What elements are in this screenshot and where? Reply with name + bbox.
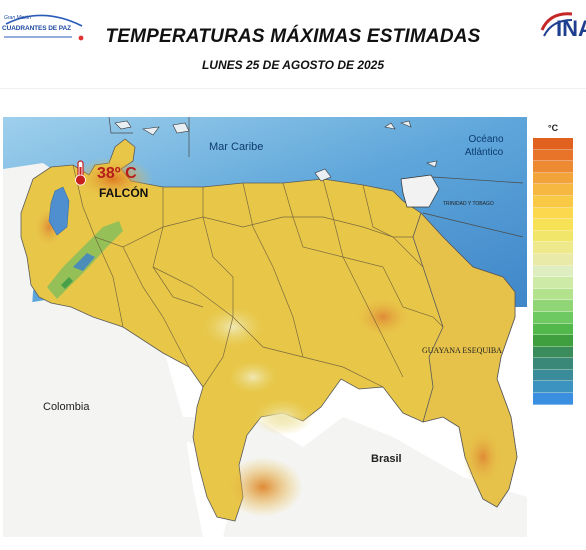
page-title: TEMPERATURAS MÁXIMAS ESTIMADAS (105, 26, 481, 47)
label-trinidad: TRINIDAD Y TOBAGO (443, 201, 494, 207)
legend-swatch (533, 138, 573, 150)
label-oceano: Océano (468, 134, 504, 145)
legend-swatch (533, 161, 573, 173)
legend-swatch (533, 288, 573, 301)
legend-swatch (533, 358, 573, 370)
legend-swatch (533, 149, 573, 162)
legend-swatch (533, 242, 573, 254)
map-svg (3, 117, 527, 537)
logo-arc-icon (4, 14, 84, 41)
legend-swatch (533, 219, 573, 231)
legend-swatch (533, 346, 573, 359)
legend-swatch (533, 300, 573, 312)
temperature-map: Mar Caribe Océano Atlántico 38º C FALCÓN… (3, 117, 527, 537)
state-borders (72, 164, 444, 388)
legend-swatch (533, 253, 573, 266)
legend-swatch (533, 323, 573, 336)
legend-swatch (533, 381, 573, 394)
legend-swatch (533, 335, 573, 347)
legend-swatch (533, 311, 573, 324)
label-highlight-state: FALCÓN (99, 186, 149, 200)
lake-maracaibo (48, 186, 70, 236)
legend-swatch (533, 184, 573, 196)
legend-swatch (533, 195, 573, 208)
temperature-legend (533, 138, 573, 405)
cuadrantes-de-paz-logo: Gran Misión CUADRANTES DE PAZ (2, 12, 86, 44)
logo-globe-icon (540, 12, 573, 37)
logo-left-big-text: CUADRANTES DE PAZ (2, 25, 71, 32)
divider (0, 88, 586, 89)
legend-swatch (533, 172, 573, 185)
maritime-boundaries (108, 117, 524, 238)
caribbean-islands (114, 120, 438, 182)
falcon-hotspot (73, 157, 153, 201)
label-colombia: Colombia (43, 401, 90, 413)
legend-swatch (533, 230, 573, 243)
logo-left-small-text: Gran Misión (4, 15, 31, 21)
label-highlight-temp: 38º C (97, 165, 137, 182)
legend-swatch (533, 393, 573, 405)
trinidad-island (400, 174, 440, 208)
legend-swatch (533, 369, 573, 382)
label-guayana-esequiba: GUAYANA ESEQUIBA (422, 346, 502, 355)
legend-swatch (533, 207, 573, 220)
legend-swatch (533, 277, 573, 289)
legend-unit: °C (548, 123, 559, 133)
thermometer-icon (75, 160, 86, 186)
inameh-logo: INA (538, 8, 586, 48)
legend-swatch (533, 265, 573, 278)
logo-right-text: INA (556, 16, 586, 41)
label-atlantico: Atlántico (464, 147, 504, 158)
page-subtitle: LUNES 25 DE AGOSTO DE 2025 (201, 58, 385, 72)
label-brasil: Brasil (371, 453, 402, 465)
label-mar-caribe: Mar Caribe (209, 141, 264, 153)
